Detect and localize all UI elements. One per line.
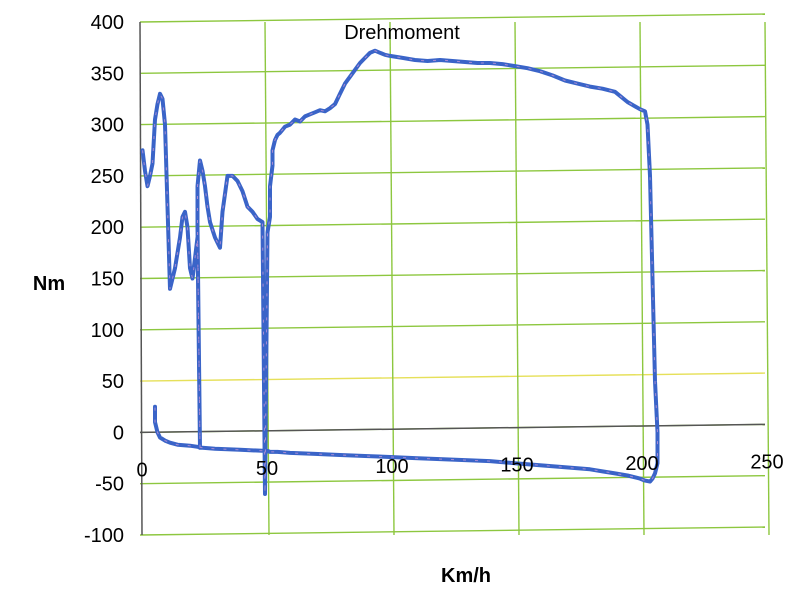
series-line-highlight: [142, 50, 658, 495]
y-tick-label: 200: [91, 217, 124, 239]
y-tick-label: 300: [91, 115, 124, 137]
chart-title: Drehmoment: [344, 22, 460, 44]
tick-labels: 400 350 300 250 200 150 100 50 0 -50 -100 0 50 100 150…: [84, 12, 784, 547]
gridline-horizontal: [139, 321, 766, 331]
y-tick-label: -100: [84, 525, 124, 547]
y-tick-label: 400: [91, 12, 124, 34]
gridline-horizontal: [139, 167, 766, 177]
gridline-vertical: [389, 21, 395, 536]
x-tick-label: 200: [625, 453, 658, 475]
y-tick-label: 250: [91, 166, 124, 188]
y-tick-label: 350: [91, 63, 124, 85]
x-axis-line: [139, 423, 766, 434]
gridline-horizontal: [139, 115, 766, 126]
x-tick-label: 50: [256, 458, 278, 480]
grid: [139, 13, 770, 536]
x-tick-label: 100: [375, 456, 408, 478]
gridline-horizontal: [139, 475, 766, 485]
axes: [139, 21, 766, 536]
x-tick-label: 0: [136, 459, 147, 481]
gridline-horizontal: [139, 526, 766, 536]
y-tick-label: 100: [91, 320, 124, 342]
gridline-vertical: [764, 21, 770, 536]
y-tick-label: -50: [95, 474, 124, 496]
gridline-vertical: [514, 21, 520, 536]
gridline-horizontal: [139, 269, 766, 280]
x-tick-label: 150: [500, 455, 533, 477]
gridline-horizontal: [139, 13, 766, 23]
y-tick-label: 0: [113, 422, 124, 444]
x-tick-label: 250: [750, 451, 783, 473]
x-axis-title: Km/h: [441, 565, 491, 587]
series-layer: [140, 48, 660, 496]
y-axis-line: [139, 21, 143, 536]
y-tick-label: 150: [91, 269, 124, 291]
gridline-horizontal: [139, 218, 766, 228]
y-tick-label: 50: [102, 371, 124, 393]
y-axis-title: Nm: [33, 273, 65, 295]
gridline-horizontal: [139, 64, 766, 74]
gridline-horizontal: [139, 372, 766, 382]
